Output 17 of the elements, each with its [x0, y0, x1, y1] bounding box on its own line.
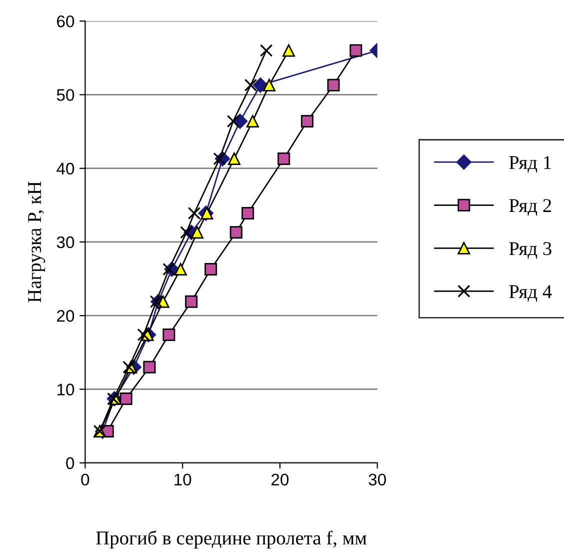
legend-label: Ряд 3: [509, 242, 552, 259]
y-axis-title: Нагрузка P, кН: [28, 182, 46, 302]
x-tick-label: 0: [81, 474, 90, 486]
y-tick-label: 0: [66, 457, 74, 470]
legend-label: Ряд 4: [509, 285, 552, 302]
y-tick-label: 60: [57, 15, 74, 28]
y-tick-label: 20: [57, 310, 74, 322]
x-tick-label: 10: [174, 474, 192, 486]
legend-label: Ряд 2: [509, 199, 552, 216]
x-tick-label: 30: [368, 474, 386, 486]
x-axis-title: Прогиб в середине пролета f, мм: [96, 530, 366, 549]
y-tick-label: 10: [57, 384, 74, 396]
y-tick-label: 30: [56, 236, 74, 248]
x-tick-label: 20: [272, 474, 289, 486]
legend-label: Ряд 1: [509, 156, 551, 173]
y-tick-label: 50: [56, 89, 74, 101]
y-tick-label: 40: [56, 162, 74, 175]
